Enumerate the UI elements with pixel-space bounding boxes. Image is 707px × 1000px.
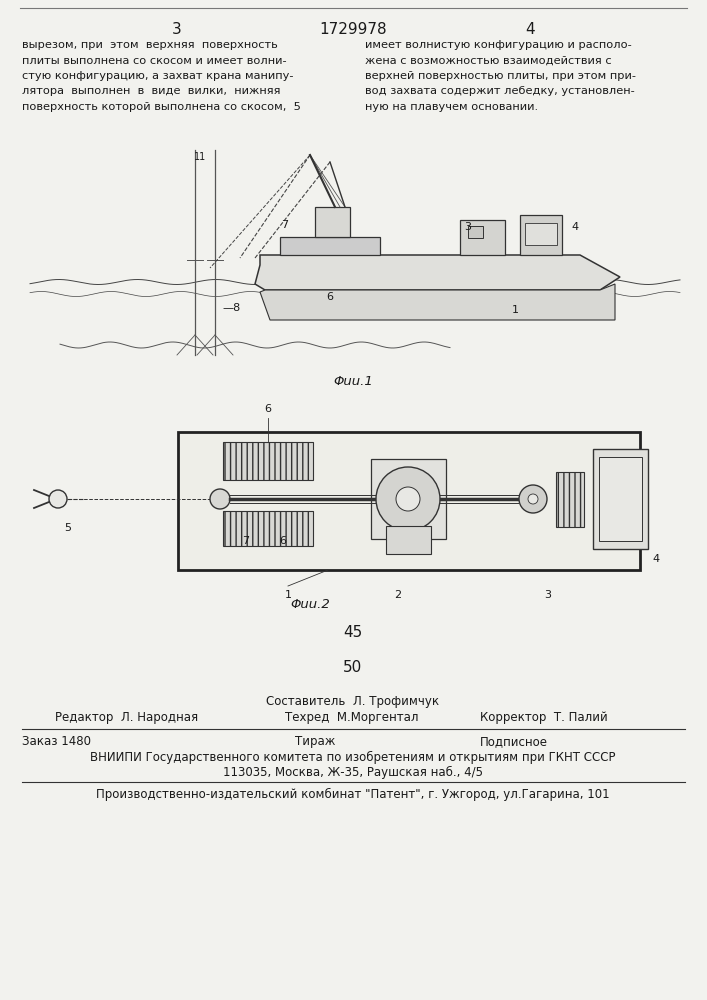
Bar — [599, 457, 642, 541]
Circle shape — [528, 494, 538, 504]
Text: Составитель  Л. Трофимчук: Составитель Л. Трофимчук — [267, 695, 440, 708]
Text: Φuu.1: Φuu.1 — [333, 375, 373, 388]
Text: жена с возможностью взаимодействия с: жена с возможностью взаимодействия с — [365, 55, 612, 66]
Text: 3: 3 — [464, 222, 472, 232]
Circle shape — [210, 489, 230, 509]
Text: 1: 1 — [511, 305, 518, 315]
Text: 5: 5 — [64, 523, 71, 533]
Bar — [178, 432, 640, 570]
Text: 6: 6 — [327, 292, 334, 302]
Text: Производственно-издательский комбинат "Патент", г. Ужгород, ул.Гагарина, 101: Производственно-издательский комбинат "П… — [96, 788, 610, 801]
Text: лятора  выполнен  в  виде  вилки,  нижняя: лятора выполнен в виде вилки, нижняя — [22, 87, 281, 97]
Text: вырезом, при  этом  верхняя  поверхность: вырезом, при этом верхняя поверхность — [22, 40, 278, 50]
Text: Подписное: Подписное — [480, 735, 548, 748]
Text: 50: 50 — [344, 660, 363, 675]
Text: 7: 7 — [243, 536, 250, 546]
Bar — [223, 442, 313, 480]
Circle shape — [519, 485, 547, 513]
Circle shape — [49, 490, 67, 508]
Polygon shape — [255, 255, 620, 290]
Text: 3: 3 — [544, 590, 551, 600]
Text: 45: 45 — [344, 625, 363, 640]
Text: 113035, Москва, Ж-35, Раушская наб., 4/5: 113035, Москва, Ж-35, Раушская наб., 4/5 — [223, 766, 483, 779]
Bar — [468, 226, 483, 238]
Text: 4: 4 — [653, 554, 660, 564]
Bar — [371, 459, 446, 539]
Text: 6: 6 — [279, 536, 286, 546]
Text: 7: 7 — [281, 220, 288, 230]
Bar — [525, 223, 557, 245]
Polygon shape — [260, 284, 615, 320]
Bar — [386, 526, 431, 554]
Text: имеет волнистую конфигурацию и располо-: имеет волнистую конфигурацию и располо- — [365, 40, 632, 50]
Text: вод захвата содержит лебедку, установлен-: вод захвата содержит лебедку, установлен… — [365, 87, 635, 97]
Text: 6: 6 — [264, 404, 271, 414]
Text: Корректор  Т. Палий: Корректор Т. Палий — [480, 711, 608, 724]
Text: 3: 3 — [172, 22, 182, 37]
Bar — [460, 220, 505, 255]
Circle shape — [376, 467, 440, 531]
Bar — [520, 215, 562, 255]
Text: плиты выполнена со скосом и имеет волни-: плиты выполнена со скосом и имеет волни- — [22, 55, 286, 66]
Circle shape — [396, 487, 420, 511]
Text: 1729978: 1729978 — [319, 22, 387, 37]
Bar — [280, 237, 380, 255]
Text: Редактор  Л. Народная: Редактор Л. Народная — [55, 711, 198, 724]
Bar — [315, 207, 350, 237]
Bar — [556, 472, 584, 527]
Text: стую конфигурацию, а захват крана манипу-: стую конфигурацию, а захват крана манипу… — [22, 71, 293, 81]
Text: поверхность которой выполнена со скосом,  5: поверхность которой выполнена со скосом,… — [22, 102, 301, 112]
Text: 4: 4 — [525, 22, 534, 37]
Text: ную на плавучем основании.: ную на плавучем основании. — [365, 102, 538, 112]
Text: Тираж: Тираж — [295, 735, 335, 748]
Text: 2: 2 — [395, 590, 402, 600]
Bar — [223, 511, 313, 546]
Text: Φuu.2: Φuu.2 — [290, 598, 330, 611]
Text: 1: 1 — [284, 590, 291, 600]
Bar — [593, 449, 648, 549]
Text: Заказ 1480: Заказ 1480 — [22, 735, 91, 748]
Text: ВНИИПИ Государственного комитета по изобретениям и открытиям при ГКНТ СССР: ВНИИПИ Государственного комитета по изоб… — [90, 751, 616, 764]
Text: Техред  М.Моргентал: Техред М.Моргентал — [285, 711, 419, 724]
Text: 4: 4 — [571, 222, 578, 232]
Text: —8: —8 — [222, 303, 240, 313]
Text: верхней поверхностью плиты, при этом при-: верхней поверхностью плиты, при этом при… — [365, 71, 636, 81]
Text: 11: 11 — [194, 152, 206, 162]
